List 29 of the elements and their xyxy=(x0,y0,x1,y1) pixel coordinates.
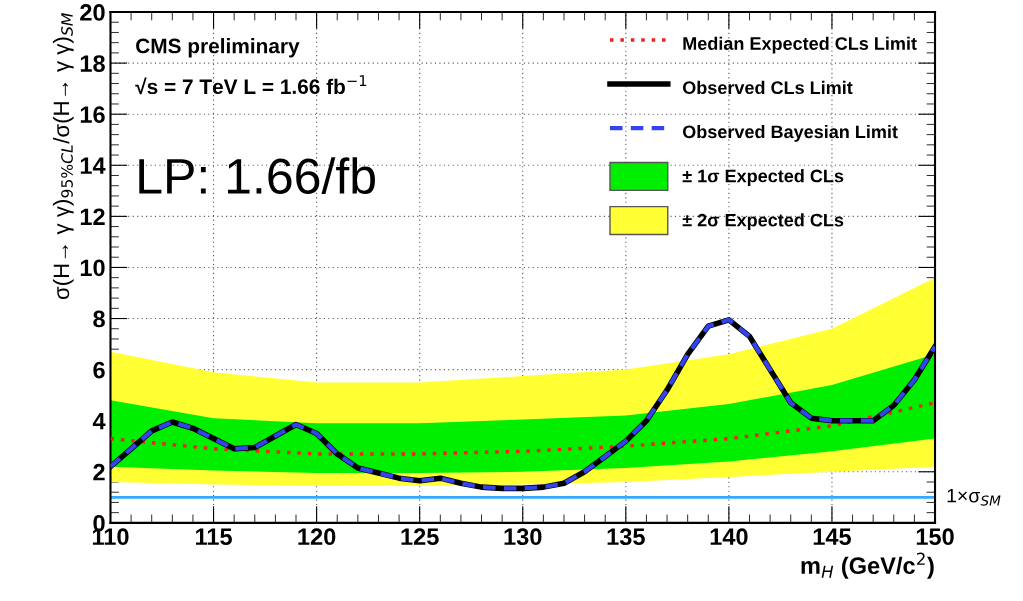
x-tick-label: 130 xyxy=(504,528,542,546)
legend-label: ± 1σ Expected CLs xyxy=(682,169,844,186)
legend-label: Observed Bayesian Limit xyxy=(682,124,898,142)
annotation: CMS preliminary xyxy=(136,38,300,58)
x-tick-label: 120 xyxy=(298,528,336,546)
annotation: √s = 7 TeV L = 1.66 fb$^{−1}$ xyxy=(135,75,367,95)
y-tick-label: 6 xyxy=(93,361,105,379)
y-tick-label: 14 xyxy=(80,157,106,174)
y-tick-label: 8 xyxy=(93,310,105,328)
x-tick-label: 135 xyxy=(607,528,645,546)
legend-label: Median Expected CLs Limit xyxy=(683,36,917,54)
y-tick-label: 10 xyxy=(80,259,105,277)
x-tick-label: 125 xyxy=(401,528,439,546)
ref-line-label: 1×σ$_{SM}$ xyxy=(947,488,1001,506)
legend-label: ± 2σ Expected CLs xyxy=(682,213,844,231)
x-tick-label: 150 xyxy=(916,528,954,546)
x-tick-label: 115 xyxy=(195,528,232,546)
x-tick-label: 140 xyxy=(710,528,748,546)
x-tick-label: 145 xyxy=(813,528,851,546)
x-axis-title: m$_{H}$ (GeV/c$^{2}$) xyxy=(801,552,934,579)
y-tick-label: 4 xyxy=(92,413,106,430)
legend-label: Observed CLs Limit xyxy=(682,80,853,95)
annotation: LP: 1.66/fb xyxy=(139,157,375,195)
y-tick-label: 20 xyxy=(80,4,105,21)
y-tick-label: 16 xyxy=(80,106,105,123)
y-axis-title: σ(H→ γ γ)$_{95%CL}$/σ(H→ γ γ)$_{SM}$ xyxy=(52,13,74,300)
y-tick-label: 18 xyxy=(80,55,105,72)
y-tick-label: 2 xyxy=(93,463,105,481)
y-tick-label: 12 xyxy=(80,208,105,225)
